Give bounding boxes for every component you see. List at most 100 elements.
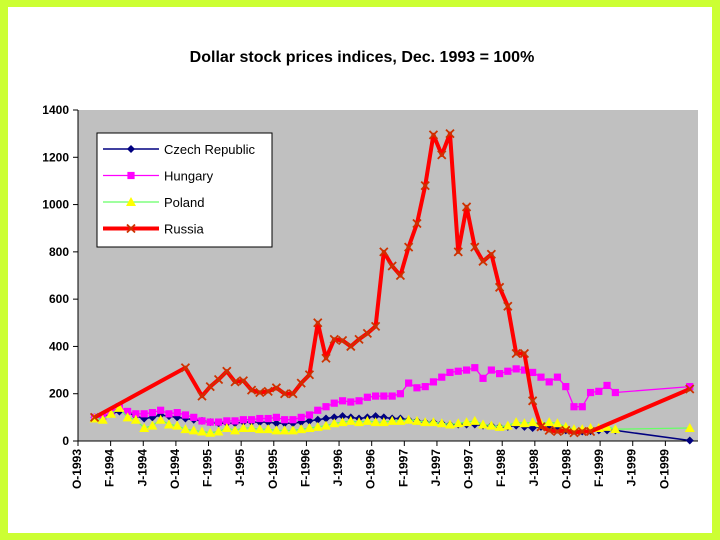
x-tick-label: O-1999	[657, 449, 671, 489]
data-point	[494, 282, 505, 292]
data-point	[420, 181, 430, 191]
slide: Dollar stock prices indices, Dec. 1993 =…	[8, 7, 712, 533]
data-point	[362, 328, 373, 339]
data-point	[437, 150, 447, 160]
data-point	[338, 397, 347, 405]
data-point	[544, 425, 554, 435]
data-point	[140, 410, 148, 418]
data-point	[256, 414, 264, 423]
data-point	[281, 416, 289, 424]
data-point	[595, 387, 603, 395]
data-point	[197, 426, 207, 436]
data-point	[686, 383, 694, 391]
data-point	[387, 415, 398, 425]
data-point	[412, 218, 422, 229]
y-tick-label: 800	[49, 245, 69, 259]
data-point	[264, 414, 272, 423]
data-point	[372, 392, 380, 400]
data-point	[471, 364, 479, 372]
data-point	[503, 301, 513, 311]
data-point	[395, 415, 406, 425]
data-point	[486, 420, 497, 430]
data-point	[603, 381, 611, 390]
data-point	[479, 374, 487, 382]
data-point	[445, 129, 455, 139]
data-point	[685, 436, 694, 445]
data-point	[577, 426, 587, 437]
x-tick-label: F-1999	[592, 449, 606, 487]
data-point	[685, 384, 695, 394]
chart-title: Dollar stock prices indices, Dec. 1993 =…	[190, 49, 535, 66]
data-point	[329, 334, 339, 344]
series-layer	[89, 129, 695, 445]
data-point	[322, 403, 330, 411]
data-point	[520, 366, 528, 374]
data-point	[494, 421, 505, 431]
data-point	[255, 387, 265, 398]
data-point	[512, 365, 520, 373]
x-tick-label: F-1998	[494, 449, 508, 487]
data-point	[223, 417, 231, 425]
data-point	[163, 419, 174, 429]
data-point	[296, 424, 307, 434]
data-point	[562, 383, 570, 391]
data-point	[221, 422, 232, 432]
data-point	[403, 414, 414, 424]
data-point	[461, 202, 472, 212]
data-point	[312, 421, 323, 431]
data-point	[89, 412, 100, 422]
x-tick-label: F-1994	[103, 449, 117, 487]
data-point	[173, 409, 181, 417]
data-point	[363, 393, 371, 401]
data-point	[370, 321, 381, 331]
legend-marker	[126, 197, 136, 206]
data-point	[337, 335, 348, 346]
data-point	[478, 256, 488, 266]
data-point	[527, 396, 538, 406]
x-tick-label: O-1998	[559, 449, 573, 489]
data-point	[428, 417, 439, 427]
x-tick-label: O-1994	[168, 449, 182, 489]
data-point	[330, 399, 338, 407]
data-point	[190, 413, 198, 421]
x-tick-label: F-1997	[396, 449, 410, 487]
data-point	[405, 379, 413, 387]
data-point	[206, 418, 214, 426]
data-point	[446, 368, 454, 377]
data-point	[388, 392, 396, 400]
data-point	[238, 376, 249, 386]
data-point	[395, 270, 406, 281]
data-point	[436, 418, 447, 428]
x-tick-label: O-1993	[70, 449, 84, 489]
data-point	[345, 415, 356, 425]
data-point	[411, 415, 422, 425]
data-point	[380, 392, 388, 400]
data-point	[529, 368, 537, 377]
data-point	[347, 398, 355, 406]
data-point	[330, 413, 339, 422]
legend-marker	[126, 223, 136, 234]
data-point	[355, 397, 363, 405]
data-point	[346, 341, 356, 352]
data-point	[470, 242, 480, 252]
data-point	[511, 348, 521, 359]
x-tick-label: J-1996	[331, 449, 345, 487]
legend-item-poland: Poland	[103, 195, 204, 210]
data-point	[421, 383, 429, 391]
data-point	[511, 417, 522, 427]
data-point	[213, 426, 224, 436]
data-point	[329, 418, 340, 428]
data-point	[371, 412, 380, 421]
data-point	[552, 426, 563, 437]
data-point	[165, 410, 173, 418]
data-point	[230, 377, 240, 387]
data-point	[585, 426, 596, 437]
data-point	[502, 420, 513, 430]
data-point	[478, 419, 489, 429]
data-point	[570, 403, 578, 411]
data-point	[124, 407, 132, 416]
data-point	[172, 420, 183, 430]
data-point	[114, 402, 125, 412]
data-point	[610, 424, 621, 434]
data-point	[148, 409, 156, 417]
